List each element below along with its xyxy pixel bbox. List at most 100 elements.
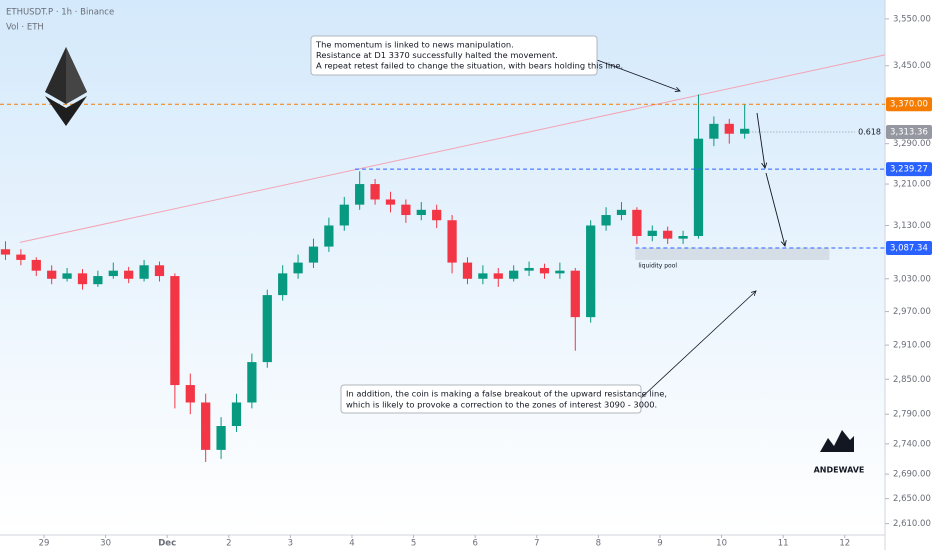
y-tick-label: 2,970.00: [893, 307, 931, 317]
candle-body: [432, 209, 442, 221]
x-tick-label: 6: [472, 539, 477, 549]
candle-body: [201, 402, 211, 450]
candle-body: [401, 204, 411, 216]
x-tick-label: 10: [716, 539, 727, 549]
y-tick-label: 2,850.00: [893, 375, 931, 385]
candle-body: [308, 246, 319, 263]
candle-body: [231, 402, 242, 427]
candle-body: [724, 123, 734, 134]
candle-body: [93, 276, 103, 285]
annotation: The momentum is linked to news manipulat…: [310, 35, 680, 91]
x-tick-label: 4: [349, 539, 354, 549]
price-label: 3,239.27: [890, 165, 928, 175]
price-label-bg: [886, 241, 932, 256]
candle-body: [570, 270, 580, 318]
annotation-line: In addition, the coin is making a false …: [346, 389, 667, 399]
x-tick-label: 11: [778, 539, 789, 549]
candle-body: [524, 267, 534, 271]
brand: ANDEWAVE: [814, 466, 865, 475]
candle-body: [124, 270, 134, 279]
candle-body: [632, 209, 642, 237]
eth-logo: [45, 47, 87, 126]
candle-body: [324, 225, 334, 247]
candle-body: [493, 273, 503, 279]
brand-logo: ANDEWAVE: [814, 430, 865, 475]
candle-body: [678, 236, 688, 239]
candle-body: [154, 265, 165, 277]
price-label-bg: [886, 162, 932, 177]
annotation-line: which is likely to provoke a correction …: [346, 400, 657, 410]
fib-label: 0.618: [858, 128, 881, 137]
candle-body: [47, 270, 57, 279]
candle-body: [293, 262, 303, 274]
y-tick-label: 2,910.00: [893, 341, 931, 351]
trendline: [19, 54, 886, 243]
candle-body: [555, 270, 565, 274]
y-tick-label: 3,550.00: [893, 14, 931, 24]
y-tick-label: 2,650.00: [893, 494, 931, 504]
candle-body: [616, 209, 627, 216]
x-tick-label: 2: [226, 539, 231, 549]
price-label: 3,370.00: [890, 100, 928, 110]
candle-body: [108, 270, 118, 277]
candle-body: [647, 230, 657, 237]
y-tick-label: 2,790.00: [893, 410, 931, 420]
candle-body: [339, 204, 349, 226]
candle-body: [278, 273, 288, 296]
y-tick-label: 3,290.00: [893, 139, 931, 149]
plot-bg: [0, 0, 885, 535]
x-tick-label: Dec: [158, 539, 176, 549]
liquidity-zone: [635, 248, 830, 260]
candle-body: [709, 123, 719, 139]
annotation-line: The momentum is linked to news manipulat…: [315, 40, 514, 50]
candle-body: [586, 225, 596, 318]
y-tick-label: 2,690.00: [893, 470, 931, 480]
y-tick-label: 3,210.00: [893, 180, 931, 190]
y-tick-label: 2,740.00: [893, 439, 931, 449]
x-tick-label: 5: [411, 539, 416, 549]
zone-label: liquidity pool: [638, 262, 677, 269]
candle-body: [693, 138, 704, 237]
candle-body: [31, 259, 41, 271]
annotation-line: A repeat retest failed to change the sit…: [316, 61, 623, 71]
candle-body: [216, 426, 226, 450]
candle-body: [663, 230, 673, 239]
annotation: In addition, the coin is making a false …: [340, 291, 756, 414]
x-tick-label: 12: [839, 539, 850, 549]
annotation-line: Resistance at D1 3370 successfully halte…: [316, 50, 558, 60]
price-label-bg: [886, 125, 932, 140]
x-tick-label: 7: [534, 539, 539, 549]
candle-body: [185, 385, 195, 403]
candle-body: [262, 295, 272, 363]
candle-body: [447, 220, 457, 263]
symbol: ETHUSDT.P · 1h · Binance: [6, 8, 114, 18]
x-tick-label: 8: [596, 539, 601, 549]
candle-body: [740, 128, 750, 134]
volume-label: Vol · ETH: [6, 23, 44, 33]
candle-body: [16, 254, 26, 260]
x-tick-label: 30: [100, 539, 111, 549]
candle-body: [462, 262, 473, 279]
candle-body: [416, 209, 426, 216]
candle-body: [385, 199, 396, 205]
candle-body: [170, 276, 180, 386]
candle-body: [509, 270, 519, 279]
candle-body: [77, 273, 88, 285]
price-label-bg: [886, 97, 932, 112]
candle-body: [139, 265, 149, 279]
candle-body: [62, 273, 72, 279]
candle-body: [478, 273, 488, 279]
x-tick-label: 9: [657, 539, 662, 549]
candle-body: [539, 267, 550, 274]
candle-body: [370, 184, 380, 200]
x-tick-label: 3: [288, 539, 293, 549]
y-tick-label: 3,450.00: [893, 61, 931, 71]
projection-arrow: [756, 112, 785, 246]
price-label: 3,087.34: [890, 244, 928, 254]
candle-body: [0, 249, 11, 255]
y-tick-label: 2,610.00: [893, 519, 931, 529]
y-tick-label: 3,030.00: [893, 274, 931, 284]
x-tick-label: 29: [39, 539, 50, 549]
candle-body: [247, 362, 257, 403]
